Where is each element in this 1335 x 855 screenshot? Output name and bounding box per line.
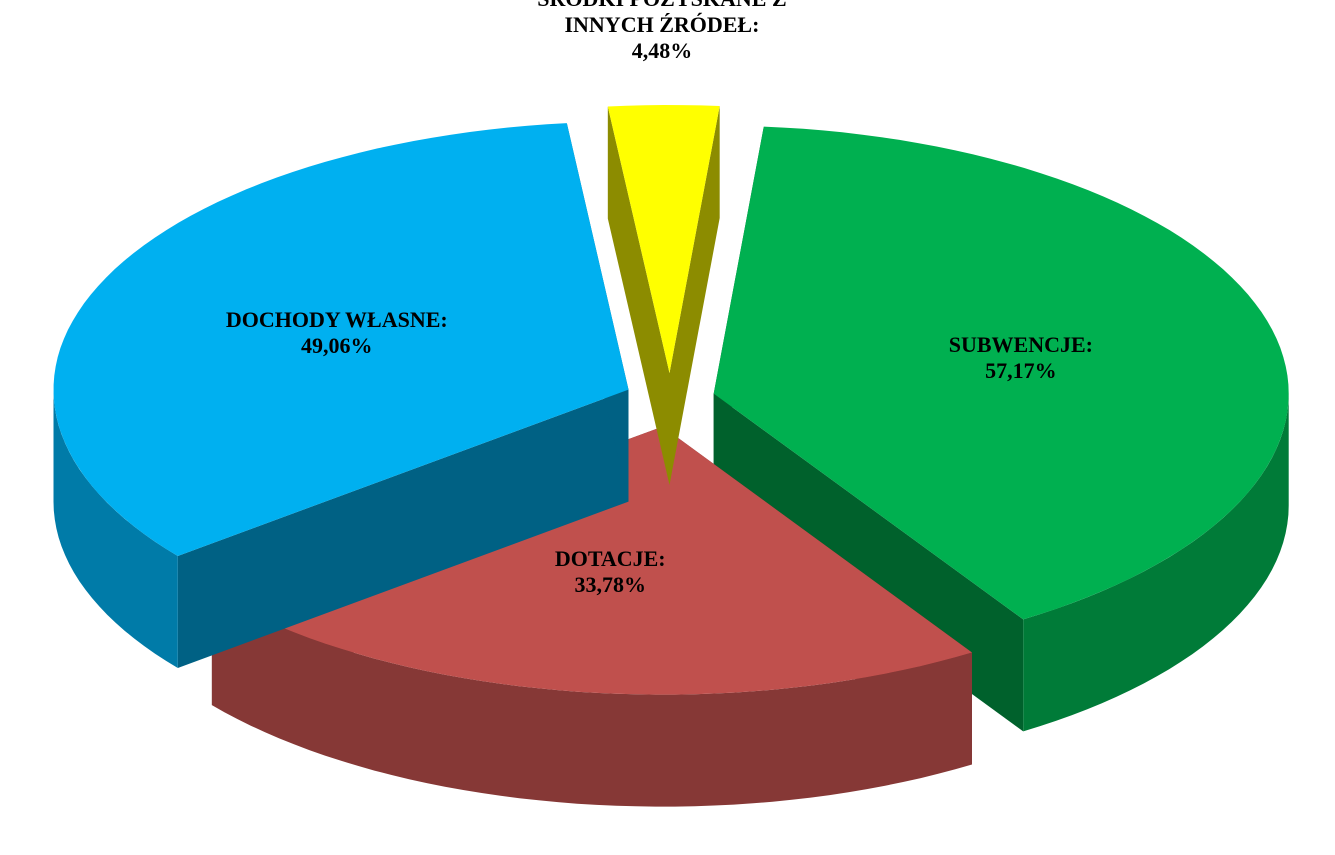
slice-radial-wall	[607, 106, 670, 485]
slice-outer-wall	[53, 389, 178, 668]
label-category: DOCHODY WŁASNE:	[225, 306, 448, 332]
label-category: DOTACJE:	[554, 545, 666, 571]
slice-top	[211, 426, 972, 695]
pie-slice	[53, 123, 629, 668]
label-value: 33,78%	[574, 571, 646, 597]
label-value: 4,48%	[631, 37, 693, 63]
slice-top	[53, 123, 629, 556]
label-category: SUBWENCJE:	[948, 332, 1093, 358]
pie-slice	[607, 105, 720, 485]
slice-outer-wall	[1023, 393, 1289, 732]
slice-top	[713, 126, 1289, 620]
data-label: ŚRODKI POZYSKANE Z INNYCH ŹRÓDEŁ:4,48%	[517, 0, 807, 64]
label-value: 57,17%	[985, 358, 1057, 384]
label-category: ŚRODKI POZYSKANE Z INNYCH ŹRÓDEŁ:	[537, 0, 786, 37]
slice-radial-wall	[177, 389, 629, 668]
slice-top	[607, 105, 720, 373]
data-label: DOCHODY WŁASNE: 49,06%	[167, 307, 507, 359]
label-value: 49,06%	[301, 332, 373, 358]
data-label: DOTACJE: 33,78%	[440, 546, 780, 598]
data-label: SUBWENCJE: 57,17%	[851, 332, 1191, 384]
slice-radial-wall	[669, 106, 720, 485]
slice-outer-wall	[211, 593, 972, 807]
